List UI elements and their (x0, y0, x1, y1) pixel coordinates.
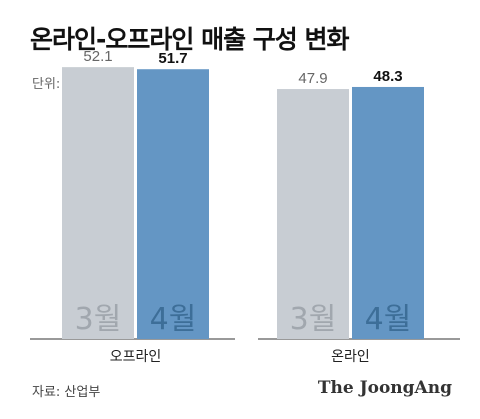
bar (62, 67, 134, 340)
data-label: 47.9 (298, 70, 327, 87)
series-label: 3월 (290, 302, 337, 337)
source-note: 자료: 산업부 (32, 385, 101, 400)
bar (137, 69, 209, 339)
series-label: 4월 (365, 302, 412, 337)
brand-logo: The JoongAng (317, 378, 452, 398)
series-label: 4월 (150, 302, 197, 337)
bar (277, 89, 349, 339)
data-label: 52.1 (83, 48, 112, 65)
category-label: 온라인 (331, 349, 370, 365)
bar (352, 86, 424, 339)
series-label: 3월 (75, 302, 122, 337)
chart-title: 온라인-오프라인 매출 구성 변화 (30, 25, 349, 54)
data-label: 51.7 (158, 50, 187, 67)
data-label: 48.3 (373, 68, 402, 85)
category-label: 오프라인 (110, 349, 162, 365)
